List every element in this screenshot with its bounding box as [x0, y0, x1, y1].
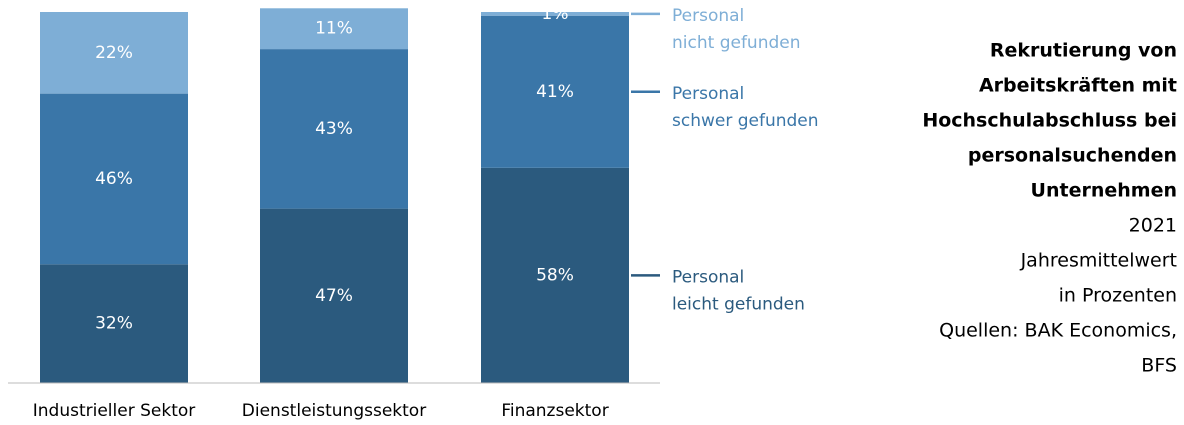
value-label: 47%: [315, 286, 353, 306]
bar-segment: [40, 264, 188, 383]
value-label: 41%: [536, 82, 574, 102]
chart-subtitle: Jahresmittelwert: [1020, 250, 1177, 272]
x-tick-label: Industrieller Sektor: [33, 401, 196, 421]
bar-segment: [481, 12, 629, 16]
bar-segment: [481, 15, 629, 168]
bar-segment: [260, 8, 408, 50]
bar-segment: [40, 12, 188, 94]
x-tick-label: Finanzsektor: [501, 401, 608, 421]
bar-segment: [40, 93, 188, 265]
value-label: 22%: [95, 43, 133, 63]
bar-segment: [481, 167, 629, 383]
bar-segment: [260, 49, 408, 209]
chart-title: Unternehmen: [1031, 180, 1177, 202]
legend-label: Personal leicht gefunden: [672, 267, 805, 314]
value-label: 43%: [315, 119, 353, 139]
chart-subtitle: 2021: [1129, 215, 1177, 237]
value-label: 32%: [95, 314, 133, 334]
x-tick-label: Dienstleistungssektor: [242, 401, 426, 421]
chart-title: Hochschulabschluss bei: [922, 110, 1177, 132]
chart-title: Arbeitskräften mit: [979, 75, 1177, 97]
value-label: 46%: [95, 169, 133, 189]
value-label: 11%: [315, 19, 353, 39]
chart-title: Rekrutierung von: [990, 40, 1177, 62]
chart-subtitle: in Prozenten: [1059, 285, 1177, 307]
value-label: 58%: [536, 265, 574, 285]
chart-subtitle: Quellen: BAK Economics,: [939, 320, 1177, 342]
value-label: 1%: [542, 4, 569, 24]
legend-label: Personal schwer gefunden: [672, 84, 819, 131]
legend-label: Personal nicht gefunden: [672, 6, 801, 53]
chart-subtitle: BFS: [1141, 355, 1177, 377]
chart-title: personalsuchenden: [968, 145, 1177, 167]
bar-segment: [260, 208, 408, 383]
